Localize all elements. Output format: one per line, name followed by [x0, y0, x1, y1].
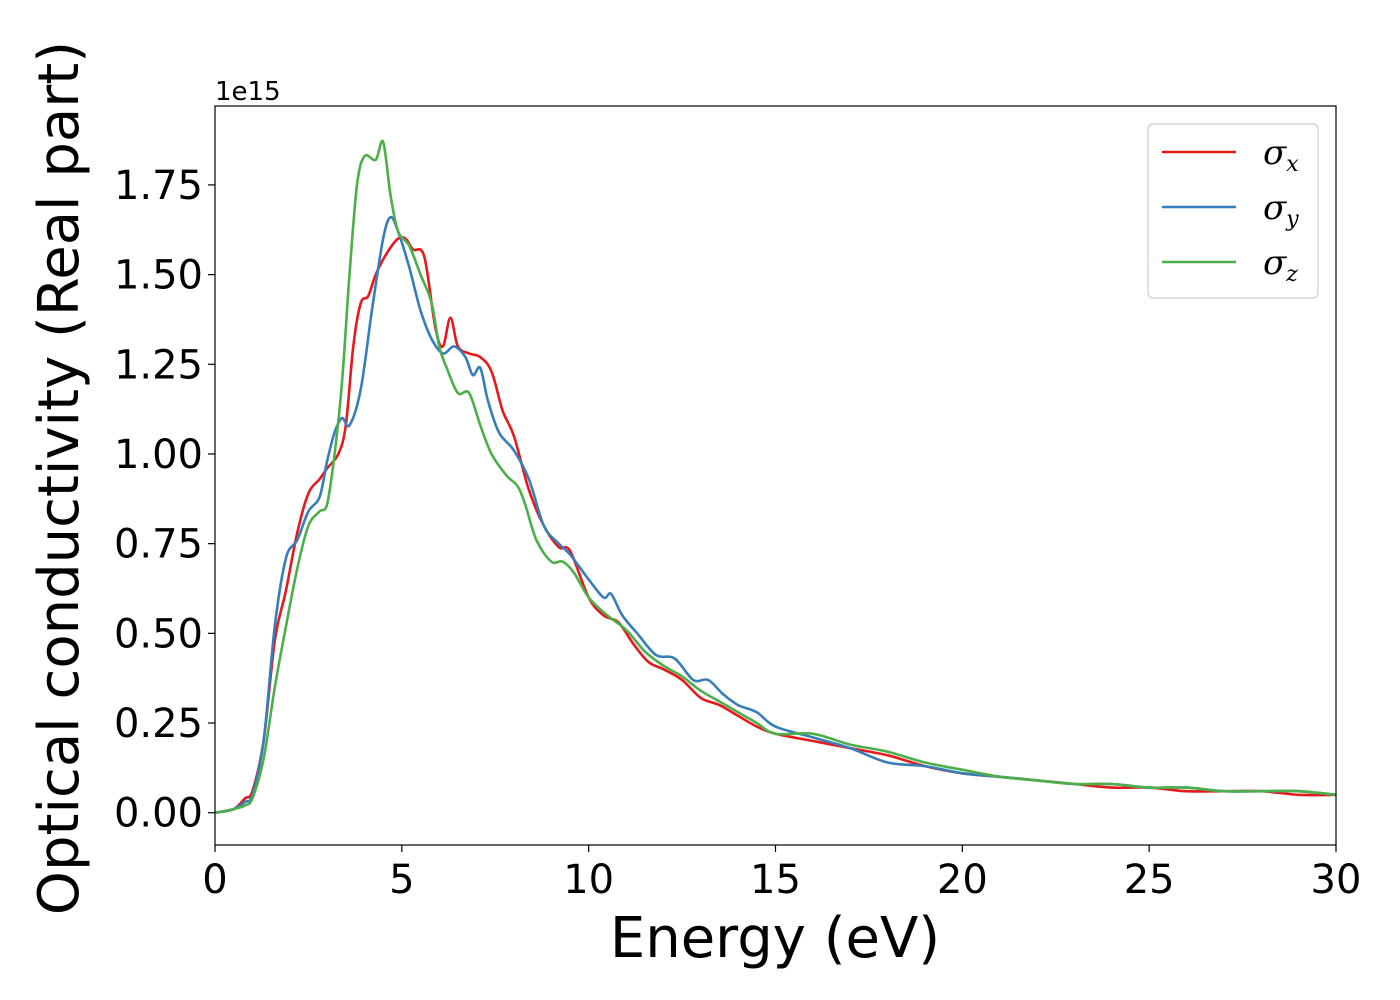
y-axis-title: Optical conductivity (Real part) [27, 41, 92, 915]
legend-label-x: σx [1263, 133, 1299, 177]
series-layer [214, 139, 1337, 814]
x-tick-label: 15 [750, 857, 801, 903]
legend-label-y: σy [1263, 188, 1299, 232]
x-tick-label: 30 [1311, 857, 1362, 903]
y-tick-label: 0.75 [114, 522, 203, 568]
x-tick-label: 10 [563, 857, 614, 903]
legend-box [1147, 123, 1319, 299]
y-tick-label: 1.50 [114, 253, 203, 299]
series-line-z [214, 139, 1337, 814]
x-tick-label: 25 [1124, 857, 1175, 903]
x-tick-label: 0 [202, 857, 227, 903]
x-tick-label: 20 [937, 857, 988, 903]
ticks-layer: 0 5 10 15 20 25 30 0.00 0.25 0.50 0.75 1.00 1.25 1.50… [114, 163, 1362, 903]
y-tick-label: 0.25 [114, 701, 203, 747]
y-tick-label: 0.50 [114, 611, 203, 657]
series-line-y [214, 215, 1337, 814]
y-tick-label: 1.75 [114, 163, 203, 209]
x-axis-title: Energy (eV) [610, 906, 940, 971]
legend: σx σy σz [1147, 123, 1319, 299]
y-tick-label: 0.00 [114, 791, 203, 837]
y-tick-label: 1.00 [114, 432, 203, 478]
legend-label-z: σz [1263, 243, 1298, 287]
x-tick-label: 5 [389, 857, 414, 903]
y-tick-label: 1.25 [114, 342, 203, 388]
y-offset-label: 1e15 [215, 77, 281, 107]
